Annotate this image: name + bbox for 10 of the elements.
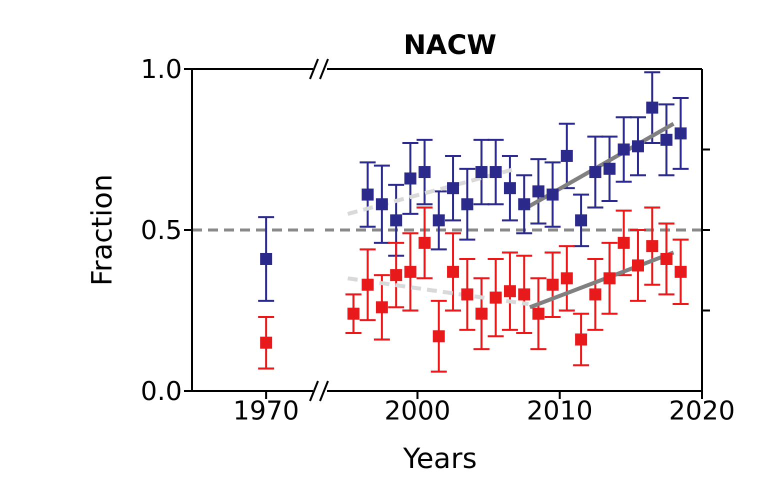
x-tick-label: 2000 [384,396,451,426]
y-tick-label: 0.0 [140,377,182,408]
x-tick-label: 2020 [668,396,736,426]
x-axis-title: Years [403,442,477,475]
y-tick-label: 1.0 [140,55,182,86]
x-tick-label: 1970 [233,396,300,426]
chart-title: NACW [403,30,497,61]
y-axis-title: Fraction [86,174,118,286]
x-tick-label: 2010 [526,396,593,426]
y-tick-label: 0.5 [140,216,182,246]
